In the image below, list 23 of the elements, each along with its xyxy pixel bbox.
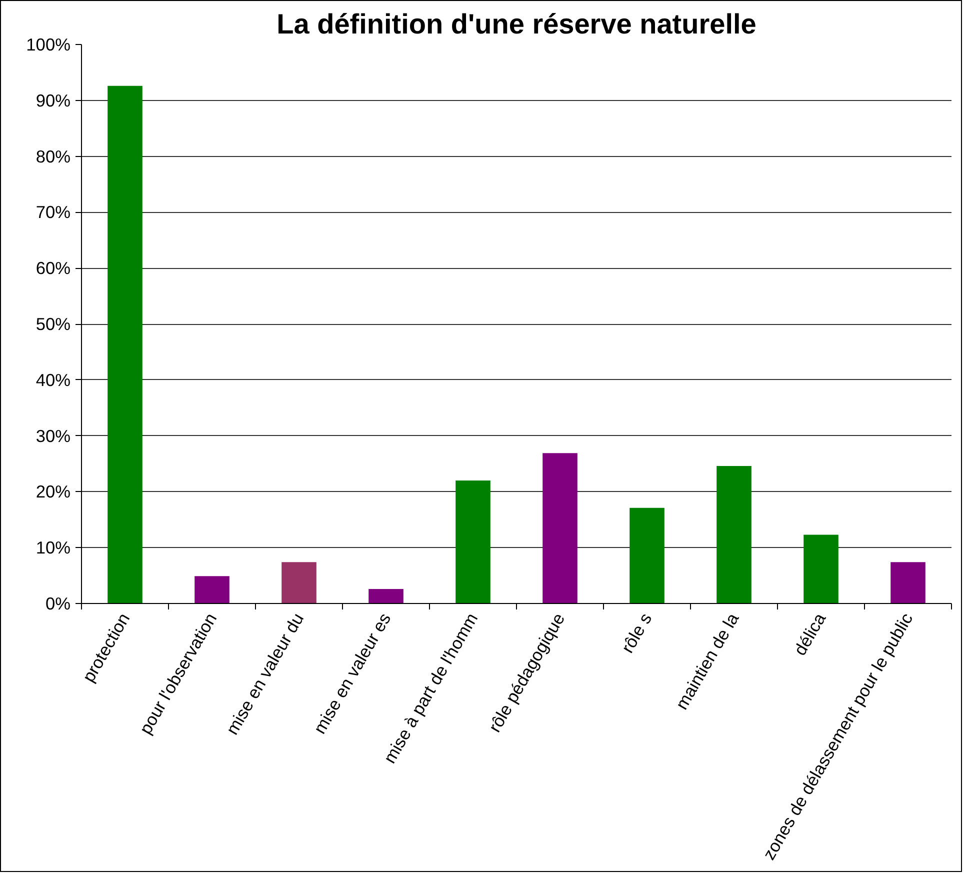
bar bbox=[456, 480, 490, 604]
y-tick-label: 100% bbox=[26, 34, 71, 54]
y-tick-label: 50% bbox=[36, 314, 71, 334]
y-tick-label: 20% bbox=[36, 482, 71, 502]
bar bbox=[890, 562, 926, 604]
bar bbox=[368, 588, 404, 604]
x-tick-label: rôle s bbox=[617, 609, 656, 656]
y-tick-label: 80% bbox=[36, 146, 71, 166]
y-tick-label: 10% bbox=[36, 538, 71, 558]
y-tick-label: 90% bbox=[36, 90, 71, 110]
bar bbox=[194, 576, 230, 604]
y-tick-label: 60% bbox=[36, 258, 71, 278]
y-tick-label: 70% bbox=[36, 202, 71, 222]
bar bbox=[282, 562, 316, 604]
bar bbox=[630, 508, 664, 604]
bar bbox=[804, 534, 838, 604]
chart-title: La définition d'une réserve naturelle bbox=[276, 8, 756, 40]
bar bbox=[108, 86, 142, 604]
y-tick-label: 40% bbox=[36, 370, 71, 390]
y-tick-label: 0% bbox=[45, 594, 70, 614]
bar bbox=[716, 466, 752, 604]
y-tick-label: 30% bbox=[36, 426, 71, 446]
bar bbox=[542, 453, 578, 604]
